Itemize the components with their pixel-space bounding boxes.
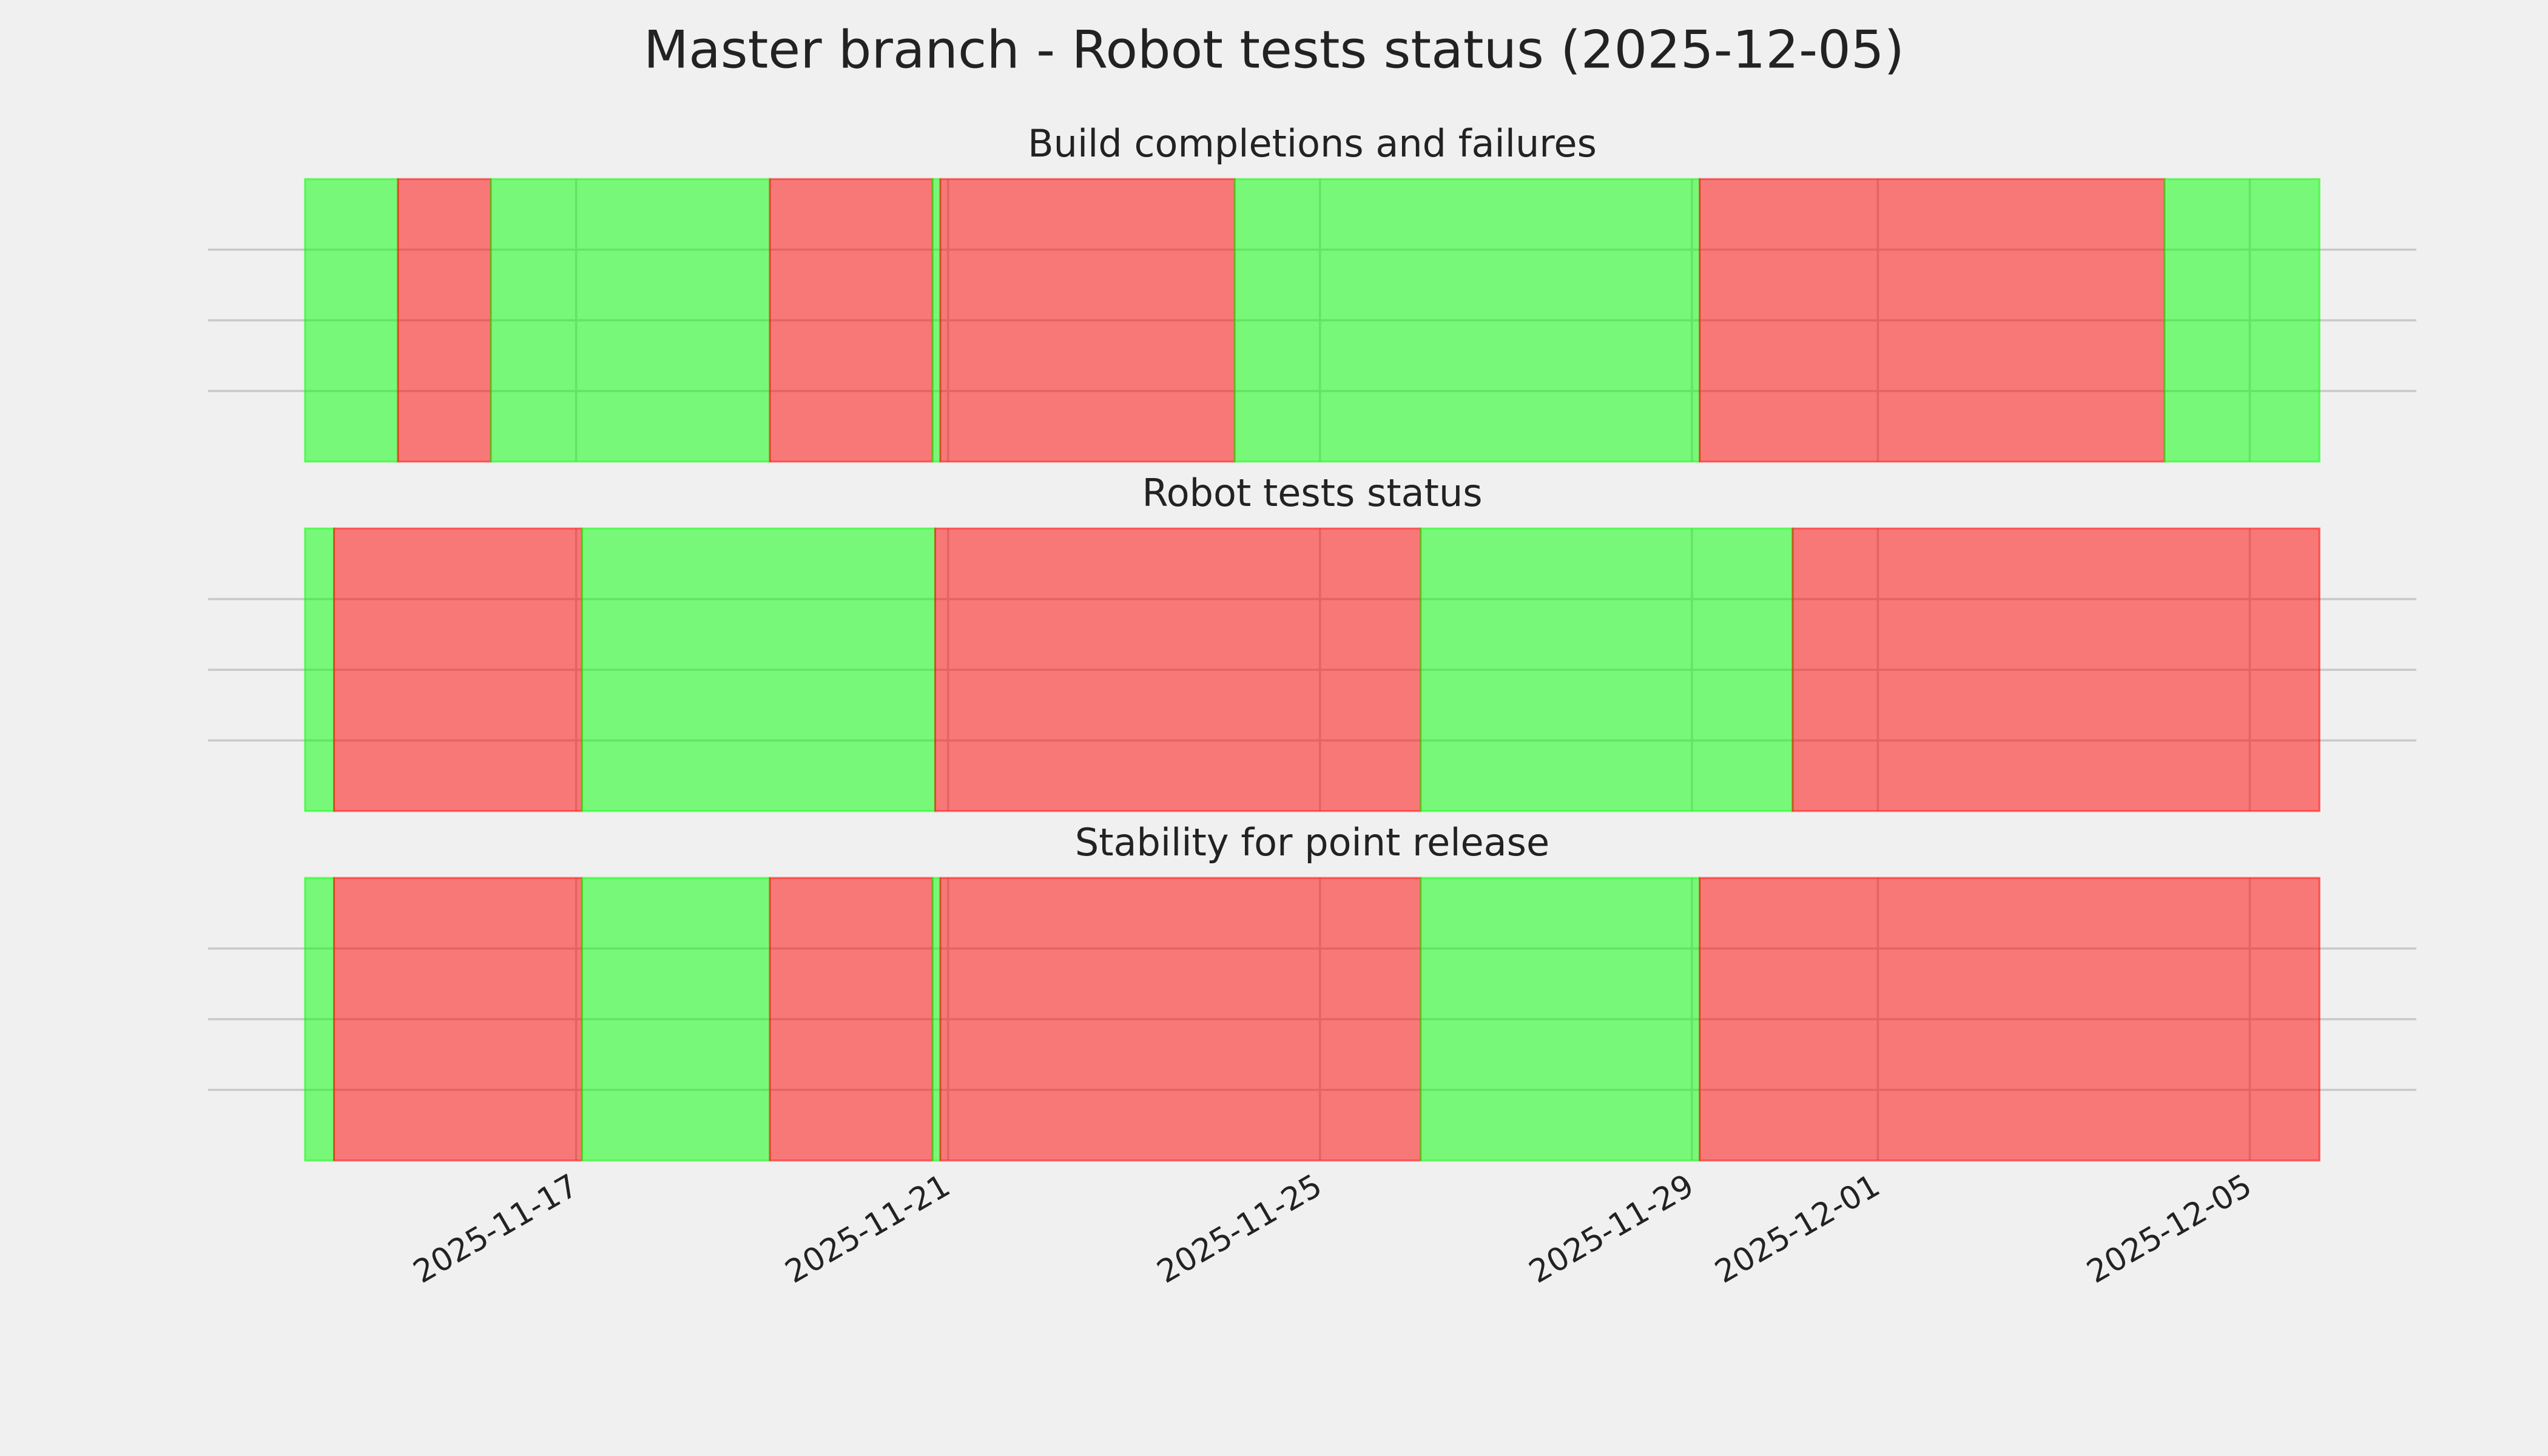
status-span (1233, 178, 1701, 463)
status-span (769, 877, 934, 1162)
status-span (304, 527, 335, 812)
status-span (1420, 527, 1794, 812)
status-span (1791, 527, 2320, 812)
status-span (939, 877, 1422, 1162)
status-span (939, 178, 1236, 463)
x-tick-label: 2025-12-01 (1709, 1167, 1886, 1290)
status-span (931, 178, 942, 463)
status-span (1420, 877, 1701, 1162)
x-tick-label: 2025-12-05 (2081, 1167, 2258, 1290)
status-span (581, 527, 936, 812)
panel-title: Stability for point release (1075, 820, 1549, 864)
status-span (333, 877, 583, 1162)
x-tick-label: 2025-11-25 (1151, 1167, 1329, 1290)
status-span (1699, 178, 2166, 463)
panel-title: Build completions and failures (1028, 121, 1597, 166)
status-span (397, 178, 492, 463)
status-span (2163, 178, 2320, 463)
status-span (581, 877, 771, 1162)
status-span (934, 527, 1422, 812)
panel-title: Robot tests status (1142, 471, 1482, 515)
chart-title: Master branch - Robot tests status (2025… (644, 19, 1904, 80)
status-span (1699, 877, 2320, 1162)
status-span (490, 178, 771, 463)
x-tick-label: 2025-11-29 (1523, 1167, 1700, 1290)
status-span (931, 877, 942, 1162)
status-span (304, 178, 399, 463)
x-tick-label: 2025-11-17 (407, 1167, 584, 1290)
status-span (769, 178, 934, 463)
x-tick-label: 2025-11-21 (780, 1167, 957, 1290)
status-span (333, 527, 583, 812)
status-span (304, 877, 335, 1162)
